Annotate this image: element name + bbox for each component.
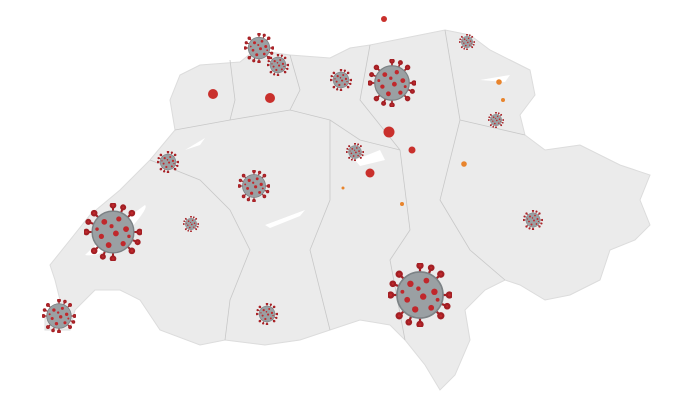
- virus-icon: [267, 54, 289, 76]
- virus-icon: [42, 299, 76, 333]
- virus-icon: [238, 170, 270, 202]
- dot: [383, 126, 395, 138]
- dot: [400, 202, 404, 206]
- dot: [501, 98, 505, 102]
- red-dots: [208, 16, 416, 178]
- dot: [265, 93, 275, 103]
- dot: [496, 79, 502, 85]
- dot: [365, 168, 375, 178]
- virus-icon: [368, 59, 416, 107]
- virus-icon: [523, 210, 543, 230]
- virus-icon: [256, 303, 278, 325]
- virus-icon: [346, 143, 364, 161]
- virus-icon: [244, 33, 274, 63]
- dot: [408, 146, 416, 154]
- virus-icon: [183, 216, 199, 232]
- virus-icon: [388, 263, 452, 327]
- dot: [381, 16, 387, 22]
- dot: [341, 186, 345, 190]
- dot: [461, 161, 467, 167]
- dot: [208, 89, 218, 99]
- virus-icon: [330, 69, 352, 91]
- orange-dots: [341, 79, 505, 206]
- virus-icon: [488, 112, 504, 128]
- virus-icon: [157, 151, 179, 173]
- virus-icon: [459, 34, 475, 50]
- virus-icon: [84, 203, 142, 261]
